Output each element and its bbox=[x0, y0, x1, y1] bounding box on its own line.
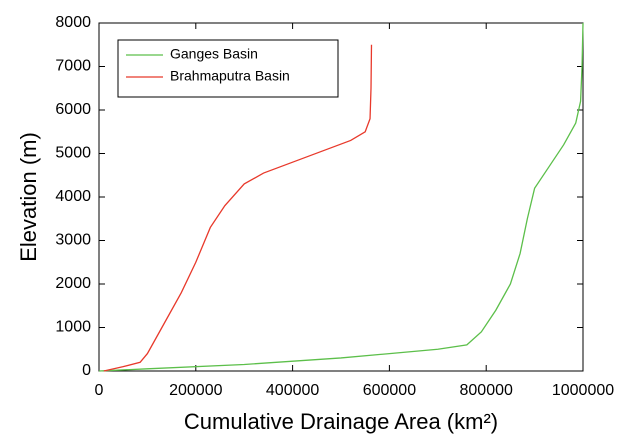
x-tick-label: 600000 bbox=[363, 382, 416, 399]
y-tick-label: 7000 bbox=[55, 58, 91, 75]
y-axis-label: Elevation (m) bbox=[16, 132, 41, 262]
x-tick-label: 1000000 bbox=[552, 382, 614, 399]
x-tick-label: 800000 bbox=[460, 382, 513, 399]
line bbox=[98, 22, 584, 372]
y-tick-label: 4000 bbox=[55, 188, 91, 205]
y-tick-label: 2000 bbox=[55, 275, 91, 292]
y-tick-label: 6000 bbox=[55, 101, 91, 118]
y-tick-label: 1000 bbox=[55, 319, 91, 336]
line bbox=[103, 44, 373, 372]
legend-label: Ganges Basin bbox=[170, 46, 258, 62]
y-tick-label: 5000 bbox=[55, 145, 91, 162]
y-tick-label: 8000 bbox=[55, 14, 91, 31]
x-tick-label: 0 bbox=[95, 382, 104, 399]
y-tick-label: 0 bbox=[82, 362, 91, 379]
legend-label: Brahmaputra Basin bbox=[170, 68, 290, 84]
x-tick-label: 400000 bbox=[266, 382, 319, 399]
legend-box bbox=[117, 39, 339, 98]
y-tick-label: 3000 bbox=[55, 232, 91, 249]
x-axis-label: Cumulative Drainage Area (km²) bbox=[184, 409, 498, 434]
x-tick-label: 200000 bbox=[169, 382, 222, 399]
